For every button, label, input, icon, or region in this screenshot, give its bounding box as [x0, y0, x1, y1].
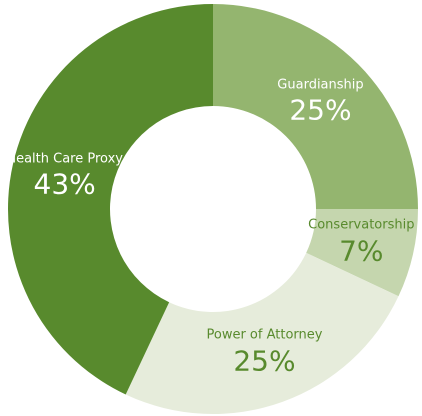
value-label: 25% [289, 93, 352, 127]
slice [306, 209, 418, 297]
value-label: 7% [339, 234, 384, 268]
value-label: 25% [233, 343, 296, 377]
value-label: 43% [33, 167, 96, 201]
slice-label: Guardianship 25% [260, 76, 380, 127]
category-label: Conservatorship [308, 217, 415, 233]
slice-label: Conservatorship 7% [301, 217, 421, 268]
slice [125, 252, 399, 414]
slice-label: Health Care Proxy 43% [5, 150, 125, 201]
category-label: Guardianship [277, 76, 364, 92]
slice [8, 4, 214, 395]
slice-label: Power of Attorney 25% [204, 326, 324, 377]
category-label: Health Care Proxy [6, 151, 123, 167]
slice [213, 4, 418, 209]
category-label: Power of Attorney [206, 327, 323, 343]
